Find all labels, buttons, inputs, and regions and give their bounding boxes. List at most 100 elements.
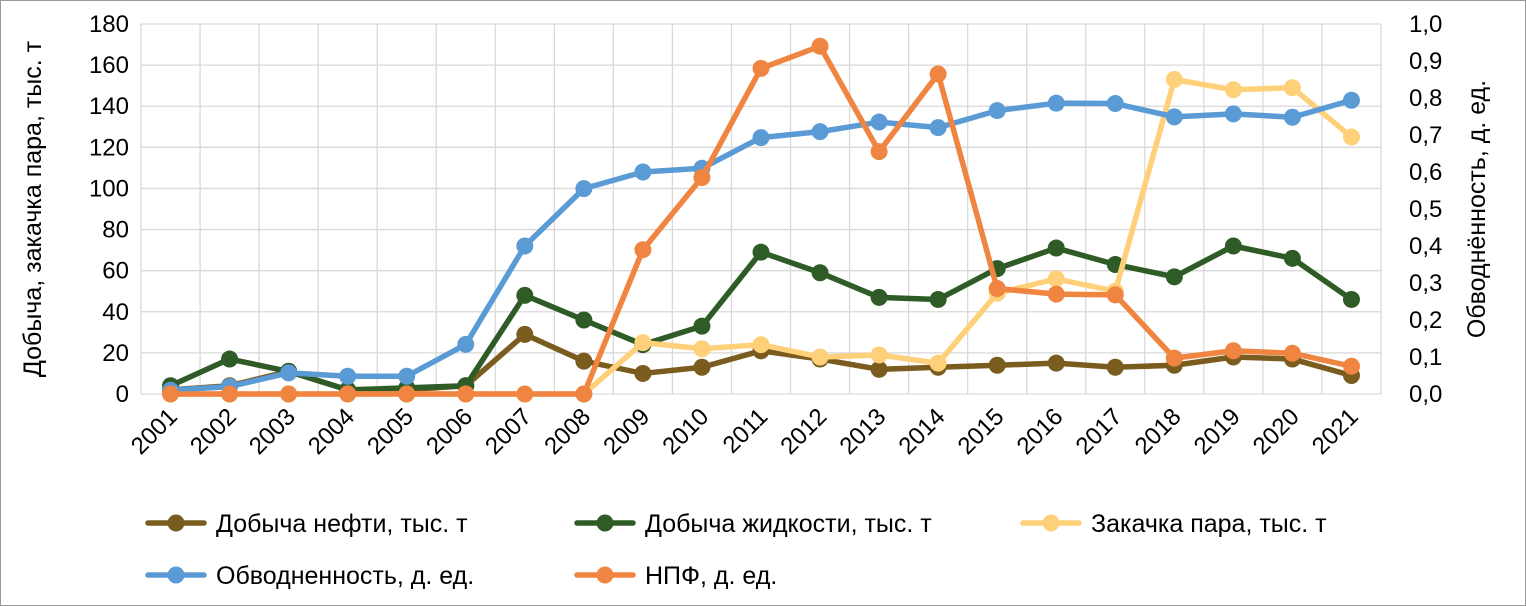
data-point [1224,81,1242,99]
data-point [398,367,416,385]
legend-item: НПФ, д. ед. [574,562,777,590]
data-point [516,286,534,304]
legend: Добыча нефти, тыс. т Добыча жидкости, тыс… [145,510,1327,590]
data-point [870,346,888,364]
data-point [457,335,475,353]
x-tick-label: 2001 [126,403,183,460]
data-point [693,358,711,376]
data-point [1283,249,1301,267]
data-point [988,280,1006,298]
x-tick-label: 2003 [244,403,301,460]
data-point [929,65,947,83]
right-tick-label: 0,1 [1409,344,1442,371]
gridlines [140,23,1382,395]
legend-swatch-marker [1042,514,1060,532]
data-point [162,385,180,403]
left-tick-label: 100 [89,175,129,202]
left-tick-label: 20 [102,340,129,367]
data-point [811,348,829,366]
x-tick-label: 2011 [718,403,774,459]
data-point [516,325,534,343]
data-point [575,180,593,198]
data-point [693,317,711,335]
legend-item: Добыча нефти, тыс. т [145,510,468,538]
left-tick-label: 120 [89,134,129,161]
data-point [1342,128,1360,146]
x-tick-label: 2005 [362,403,419,460]
right-tick-label: 0,7 [1409,122,1442,149]
legend-item: Обводненность, д. ед. [145,562,474,590]
x-tick-label: 2014 [894,403,951,460]
left-tick-label: 140 [89,93,129,120]
left-tick-label: 180 [89,11,129,38]
right-axis-ticks: 0,0 0,1 0,2 0,3 0,4 0,5 0,6 0,7 0,8 0,9 1,0 [1409,11,1442,408]
left-axis-ticks: 0 20 40 60 80 100 120 140 160 180 [89,11,129,408]
x-tick-label: 2018 [1130,403,1187,460]
data-point [870,113,888,131]
x-tick-label: 2006 [421,403,478,460]
left-tick-label: 0 [116,381,129,408]
right-tick-label: 0,8 [1409,85,1442,112]
data-point [516,237,534,255]
data-point [575,385,593,403]
data-point [929,354,947,372]
x-tick-label: 2007 [480,403,537,460]
data-point [398,385,416,403]
data-point [870,143,888,161]
data-point [811,264,829,282]
data-point [1047,354,1065,372]
right-tick-label: 0,0 [1409,381,1442,408]
x-tick-label: 2016 [1012,403,1069,460]
data-point [1047,285,1065,303]
left-tick-label: 160 [89,52,129,79]
data-point [1047,239,1065,257]
right-tick-label: 0,4 [1409,233,1442,260]
left-tick-label: 40 [102,299,129,326]
data-point [988,356,1006,374]
x-tick-label: 2004 [303,403,360,460]
data-point [1165,108,1183,126]
right-tick-label: 0,2 [1409,307,1442,334]
data-point [575,311,593,329]
data-point [221,350,239,368]
data-point [339,385,357,403]
x-tick-label: 2012 [775,403,832,460]
series-layer [162,37,1360,403]
data-point [634,241,652,259]
data-point [634,163,652,181]
x-tick-label: 2019 [1189,403,1246,460]
data-point [1224,342,1242,360]
left-tick-label: 80 [102,217,129,244]
x-tick-label: 2021 [1307,403,1364,460]
x-axis-ticks: 2001 2002 2003 2004 2005 2006 2007 2008 2009 2010… [126,403,1364,460]
x-tick-label: 2009 [598,403,655,460]
data-point [634,364,652,382]
data-point [870,360,888,378]
legend-swatch-marker [167,514,185,532]
data-point [1283,79,1301,97]
legend-label: Добыча жидкости, тыс. т [645,510,932,538]
right-tick-label: 0,6 [1409,159,1442,186]
left-axis-title: Добыча, закачка пара, тыс. т [19,40,47,377]
data-point [752,129,770,147]
data-point [457,385,475,403]
data-point [339,367,357,385]
data-point [1342,91,1360,109]
x-tick-label: 2008 [539,403,596,460]
data-point [1165,71,1183,88]
left-tick-label: 60 [102,258,129,285]
legend-item: Закачка пара, тыс. т [1020,510,1327,538]
data-point [693,340,711,358]
data-point [1165,268,1183,286]
data-point [1224,105,1242,123]
legend-label: Закачка пара, тыс. т [1091,510,1327,538]
data-point [752,243,770,261]
data-point [280,385,298,403]
right-tick-label: 0,3 [1409,270,1442,297]
x-tick-label: 2013 [834,403,891,460]
legend-label: Добыча нефти, тыс. т [216,510,468,538]
legend-label: Обводненность, д. ед. [216,562,474,590]
data-point [811,37,829,55]
